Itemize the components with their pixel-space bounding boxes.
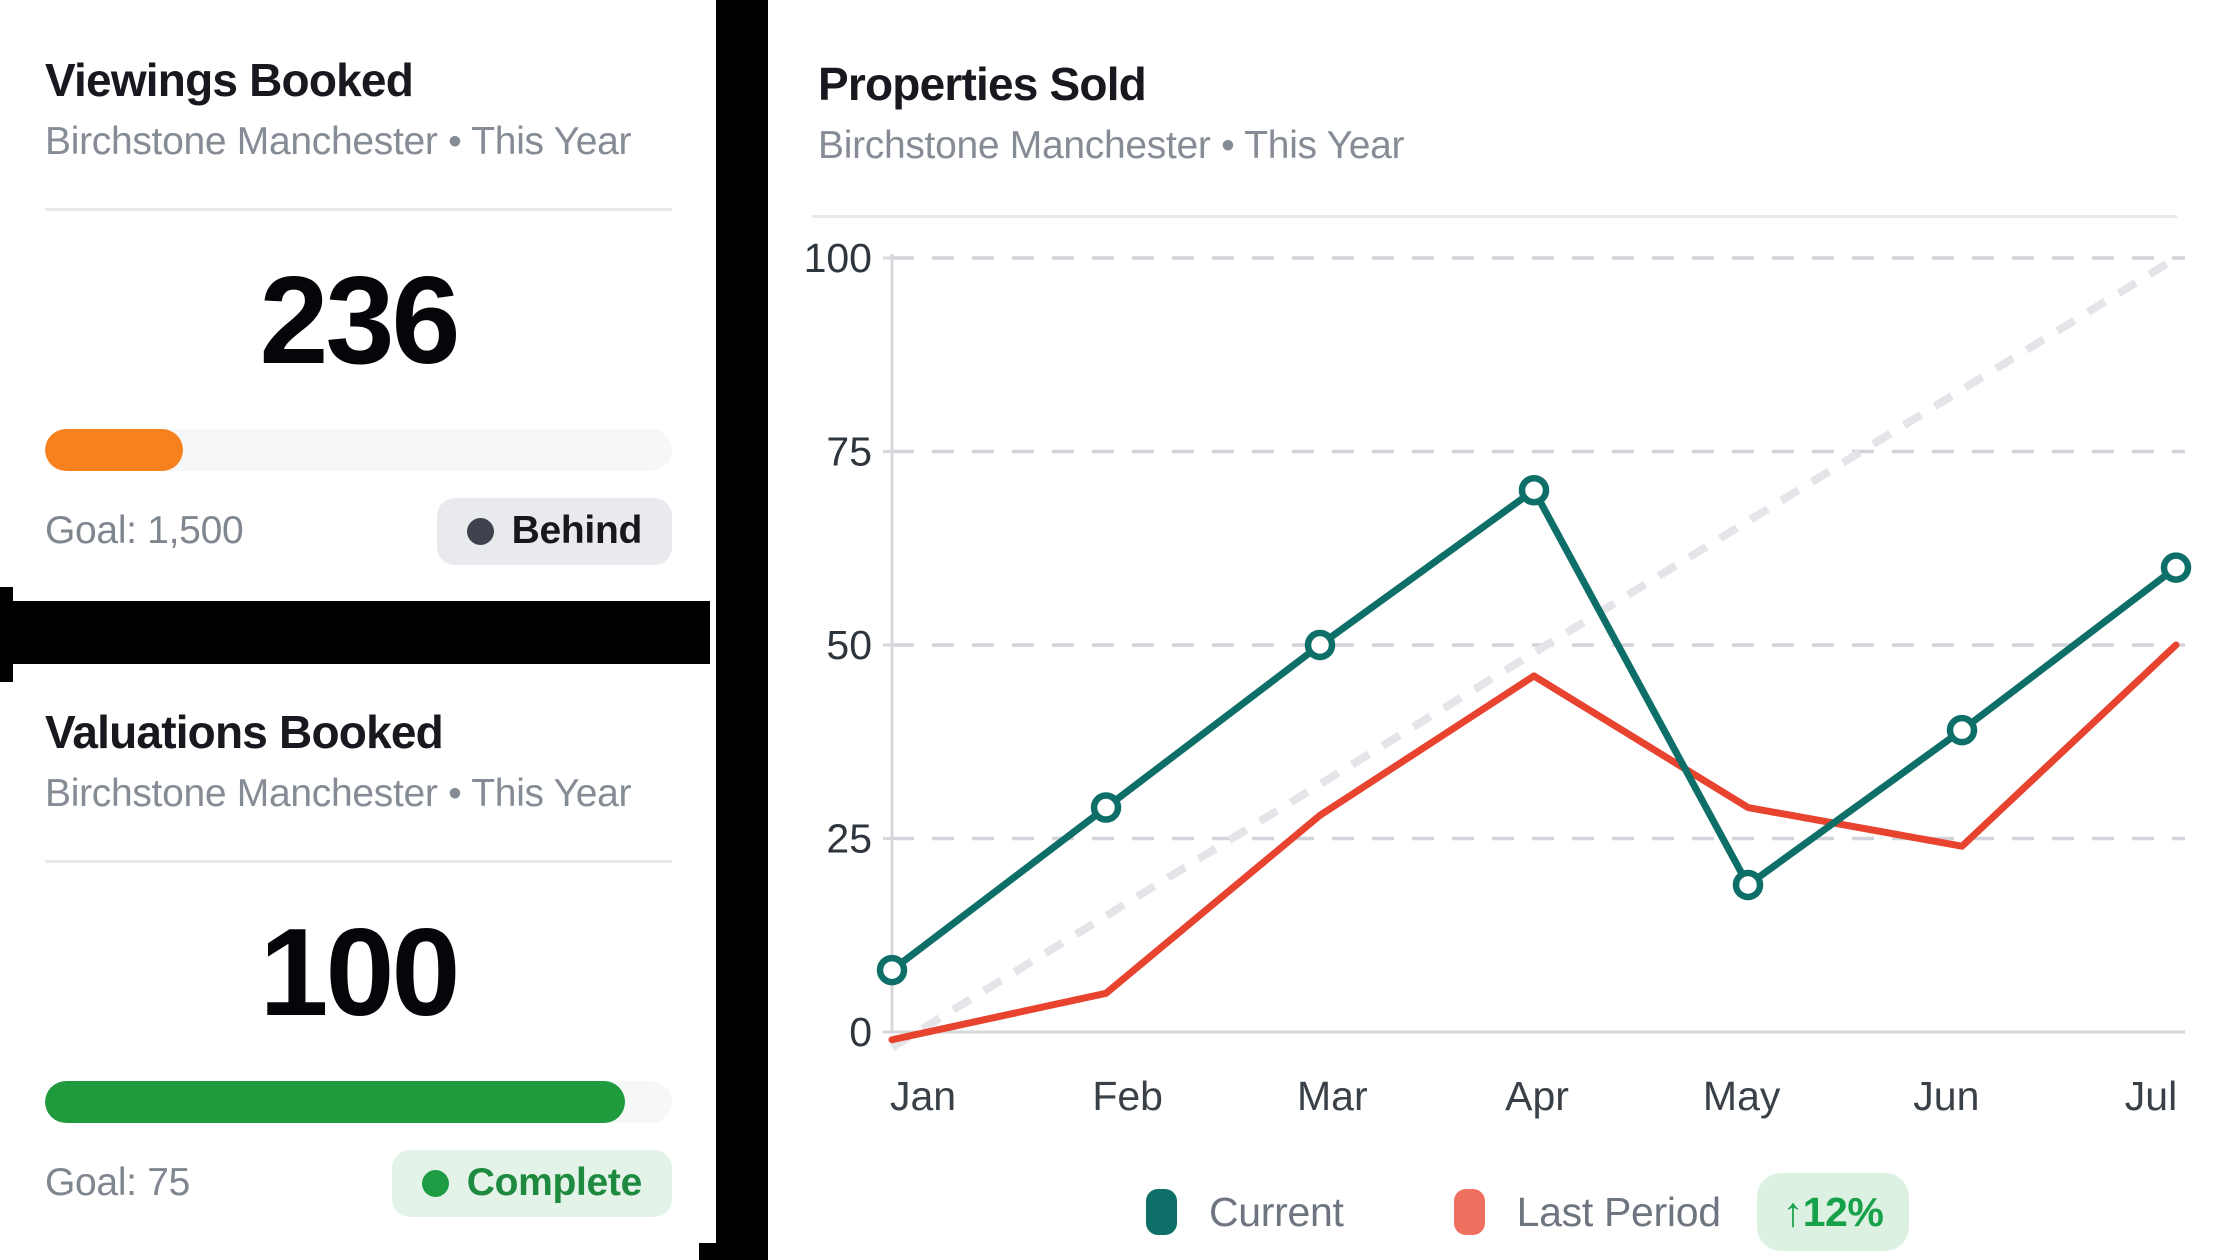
status-dot-icon (421, 1169, 449, 1197)
last-period-line (888, 641, 2180, 1044)
current-point-marker (2160, 552, 2192, 583)
status-text: Behind (511, 509, 643, 553)
chart-subtitle: Birchstone Manchester • This Year (818, 124, 1405, 168)
x-axis-label: Jul (2125, 1073, 2177, 1119)
current-line (888, 486, 2180, 974)
current-point-marker (1518, 474, 1550, 506)
goal-row: Goal: 1,500 Behind (45, 497, 672, 565)
current-point-marker (1732, 869, 1764, 901)
x-axis-label: Apr (1505, 1073, 1569, 1119)
goal-row: Goal: 75 Complete (45, 1149, 672, 1217)
metric-value: 100 (259, 904, 461, 1043)
legend-swatch-last-period-icon (1453, 1189, 1485, 1235)
border-corner-nub (0, 664, 13, 682)
metric-value: 236 (259, 252, 461, 391)
card-title: Valuations Booked (45, 706, 444, 758)
card-header-divider (45, 860, 672, 864)
card-header-divider (45, 208, 672, 212)
border-corner-nub (0, 587, 13, 601)
goal-label: Goal: 75 (45, 1161, 191, 1205)
panel-divider-bar-vertical (716, 0, 768, 1260)
chart-header: Properties Sold Birchstone Manchester • … (812, 0, 2177, 219)
progress-fill (45, 429, 183, 472)
status-badge: Complete (391, 1149, 672, 1217)
status-text: Complete (466, 1161, 643, 1205)
x-axis-label: Jan (890, 1073, 956, 1119)
y-axis-label: 0 (849, 1009, 872, 1055)
status-badge: Behind (436, 497, 672, 565)
current-point-marker (876, 954, 908, 986)
valuations-booked-card: Valuations Booked Birchstone Manchester … (45, 652, 672, 1217)
delta-badge: ↑12% (1756, 1173, 1910, 1251)
card-subtitle: Birchstone Manchester • This Year (45, 772, 632, 816)
border-corner-nub (699, 1243, 716, 1260)
status-dot-icon (466, 517, 494, 545)
goal-pace-line (889, 254, 2179, 1051)
chart-header-divider (812, 215, 2177, 219)
legend-label: Last Period (1516, 1188, 1721, 1235)
current-point-marker (1304, 629, 1336, 661)
goal-label: Goal: 1,500 (45, 509, 244, 553)
y-axis-label: 50 (826, 622, 872, 668)
card-divider-bar-horizontal (0, 601, 710, 664)
legend-item-last-period: Last Period (1453, 1188, 1721, 1236)
y-axis-label: 25 (826, 816, 872, 862)
viewings-booked-card: Viewings Booked Birchstone Manchester • … (45, 0, 672, 565)
progress-track (45, 1081, 672, 1124)
progress-track (45, 429, 672, 472)
progress-fill (45, 1081, 625, 1124)
current-point-marker (1946, 714, 1978, 746)
x-axis-label: Feb (1092, 1073, 1163, 1119)
x-axis-label: Jun (1913, 1073, 1979, 1119)
legend-item-current: Current (1146, 1189, 1344, 1236)
legend-swatch-current-icon (1146, 1189, 1177, 1235)
chart-legend: Current Last Period ↑12% (1146, 1173, 1910, 1251)
y-axis-label: 75 (826, 429, 872, 475)
x-axis-label: Mar (1297, 1073, 1368, 1119)
x-axis-label: May (1703, 1073, 1781, 1119)
y-axis-label: 100 (804, 235, 872, 281)
chart-title: Properties Sold (818, 58, 1147, 110)
current-point-marker (1090, 792, 1122, 823)
card-title: Viewings Booked (45, 54, 414, 106)
card-subtitle: Birchstone Manchester • This Year (45, 120, 632, 164)
legend-label: Current (1209, 1188, 1344, 1235)
